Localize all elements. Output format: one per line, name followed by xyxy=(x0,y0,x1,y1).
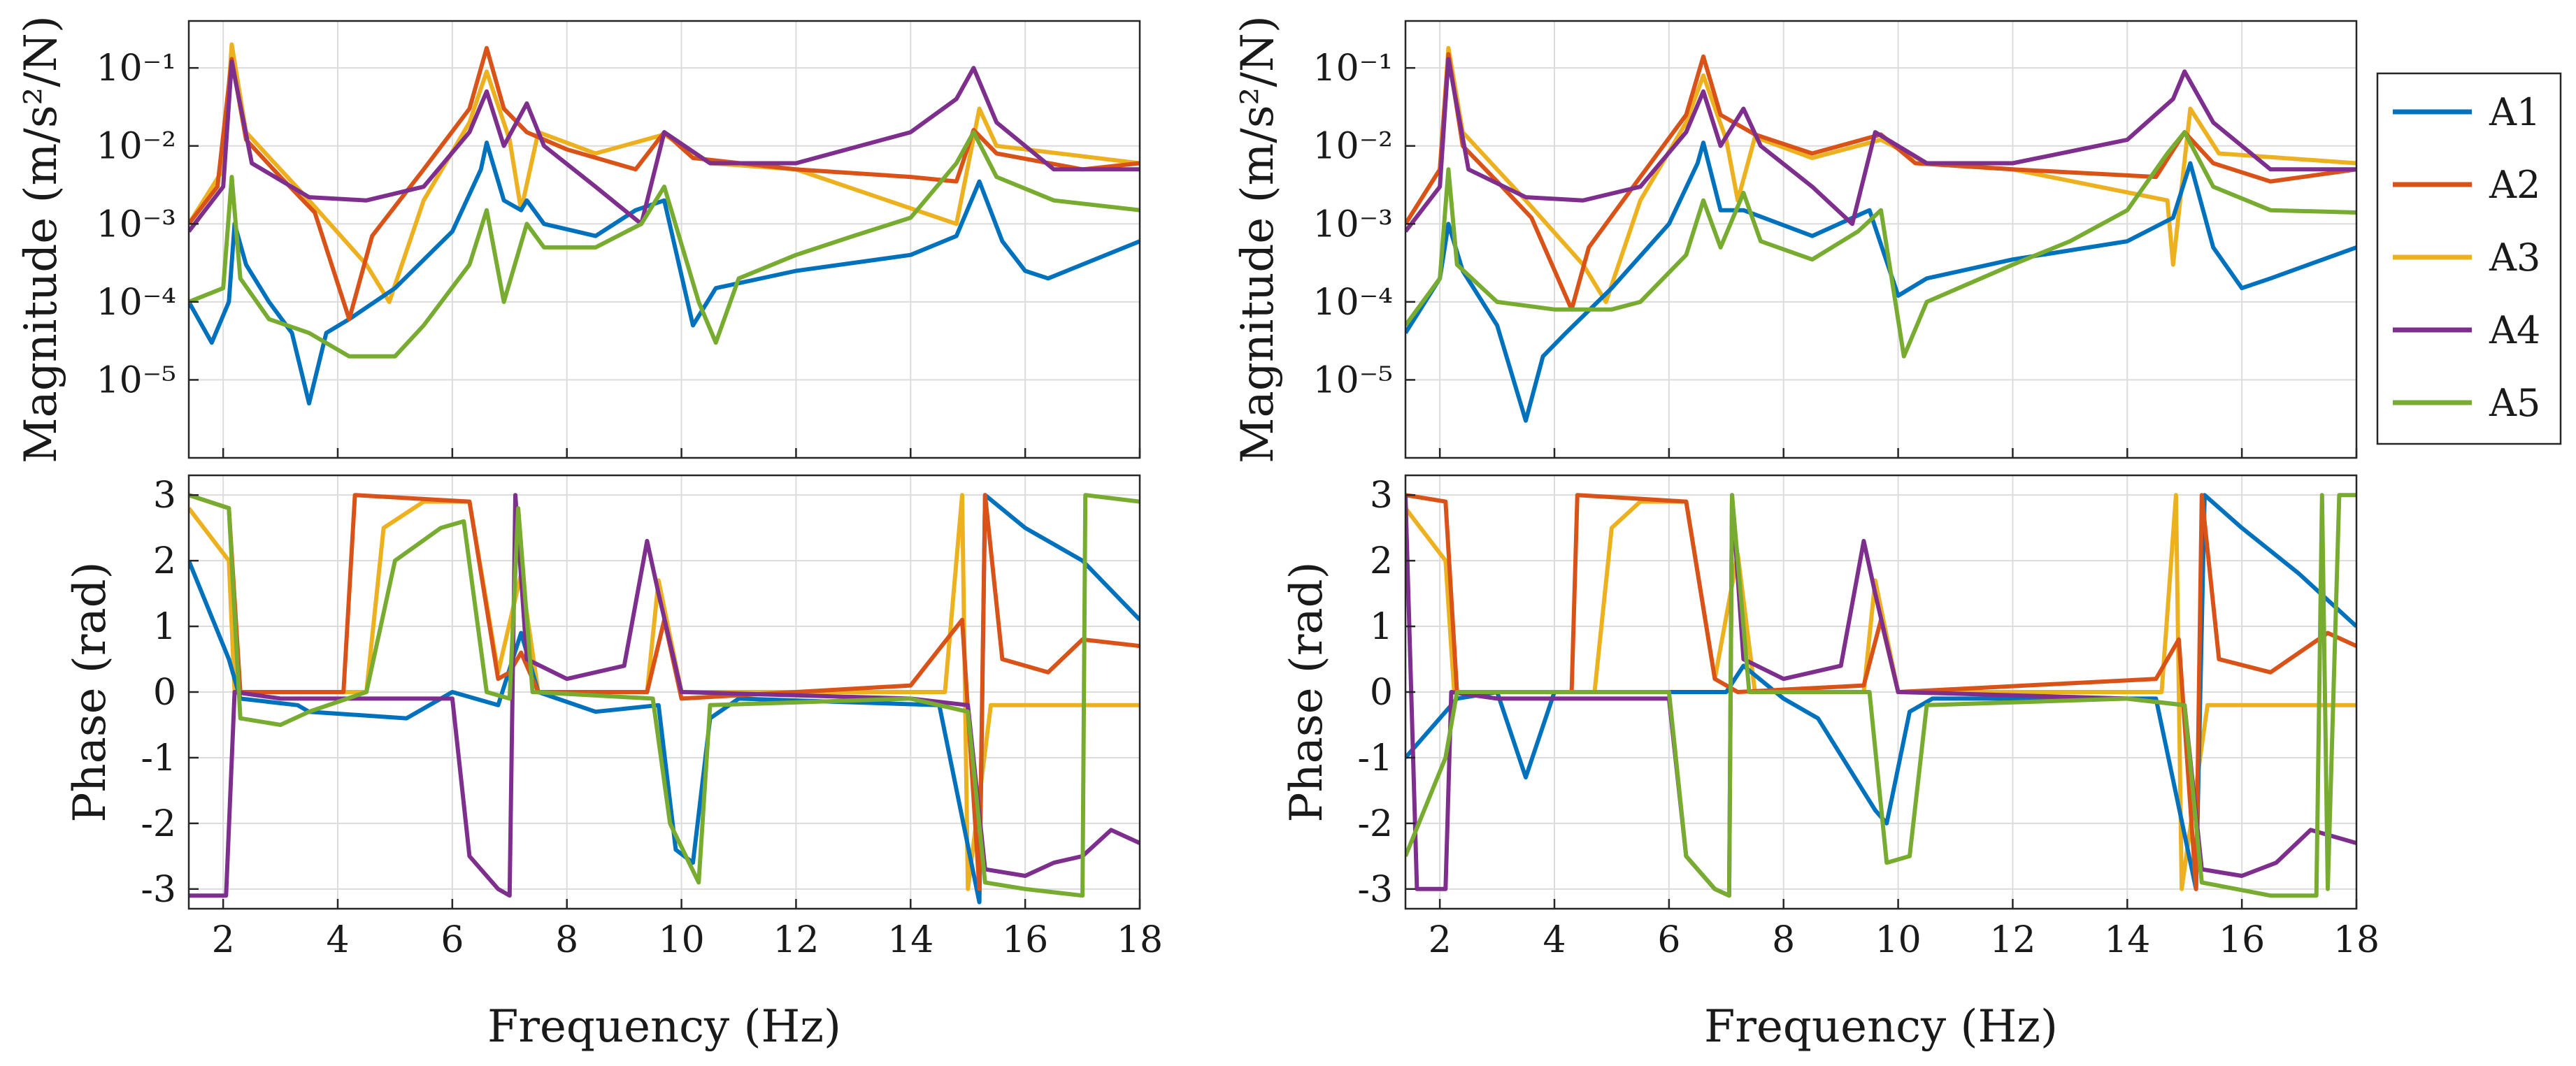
magnitude-axes xyxy=(189,21,1140,458)
legend-label-a3: A3 xyxy=(2489,236,2540,280)
x-tick-label: 4 xyxy=(326,919,349,961)
legend: A1 A2 A3 A4 A5 xyxy=(2376,72,2562,445)
phase-y-tick-label: -1 xyxy=(141,737,176,779)
magnitude-series xyxy=(189,42,1140,405)
x-tick-label: 14 xyxy=(887,919,933,961)
magnitude-line-a4 xyxy=(1405,57,2356,233)
phase-y-tick-label: 2 xyxy=(153,540,176,582)
magnitude-line-a3 xyxy=(189,42,1140,304)
legend-label-a2: A2 xyxy=(2489,163,2540,207)
mag-y-tick-label: 10⁻³ xyxy=(1313,203,1393,245)
x-tick-label: 14 xyxy=(2104,919,2150,961)
magnitude-line-a1 xyxy=(189,141,1140,405)
magnitude-frame xyxy=(1404,20,2358,459)
x-axis-label: Frequency (Hz) xyxy=(1704,1001,2058,1053)
mag-y-tick-label: 10⁻⁵ xyxy=(1313,359,1393,401)
magnitude-line-a4 xyxy=(189,59,1140,233)
mag-y-tick-label: 10⁻² xyxy=(96,126,176,168)
legend-label-a1: A1 xyxy=(2489,90,2540,134)
x-tick-label: 2 xyxy=(212,919,235,961)
magnitude-line-a5 xyxy=(1405,130,2356,359)
magnitude-line-a2 xyxy=(1405,52,2356,312)
phase-line-a5 xyxy=(1405,493,2356,898)
phase-y-tick-label: -3 xyxy=(1357,869,1393,911)
phase-y-tick-label: 1 xyxy=(153,606,176,648)
mag-y-tick-label: 10⁻¹ xyxy=(96,48,176,89)
x-axis-label: Frequency (Hz) xyxy=(487,1001,841,1053)
left-panel: 2 4 6 8 10 12 14 16 1810⁻⁵10⁻⁴10⁻³10⁻²10⁻¹-3-2-1… xyxy=(15,15,1163,1053)
phase-y-tick-label: -2 xyxy=(141,803,176,845)
legend-label-a5: A5 xyxy=(2489,381,2540,425)
x-tick-label: 12 xyxy=(1989,919,2035,961)
x-tick-label: 12 xyxy=(773,919,819,961)
phase-y-tick-label: 2 xyxy=(1370,540,1393,582)
x-tick-label: 10 xyxy=(658,919,704,961)
phase-y-tick-label: 0 xyxy=(153,672,176,714)
magnitude-line-a5 xyxy=(189,130,1140,359)
phase-y-tick-label: -1 xyxy=(1357,737,1393,779)
phase-axis-label: Phase (rad) xyxy=(1281,561,1333,822)
mag-y-tick-label: 10⁻⁴ xyxy=(1313,282,1393,324)
phase-series xyxy=(189,493,1140,905)
mag-y-tick-label: 10⁻⁴ xyxy=(96,282,176,324)
phase-line-a5 xyxy=(189,493,1140,898)
x-tick-label: 18 xyxy=(2333,919,2380,961)
legend-label-a4: A4 xyxy=(2489,308,2540,352)
phase-line-a4 xyxy=(189,493,1140,898)
magnitude-line-a3 xyxy=(1405,45,2356,304)
mag-y-tick-label: 10⁻¹ xyxy=(1313,48,1393,89)
x-tick-label: 16 xyxy=(2219,919,2265,961)
x-tick-label: 16 xyxy=(1002,919,1048,961)
x-tick-label: 6 xyxy=(441,919,464,961)
x-tick-label: 18 xyxy=(1117,919,1163,961)
magnitude-axis-label: Magnitude (m/s²/N) xyxy=(15,15,67,463)
right-panel: 2 4 6 8 10 12 14 16 1810⁻⁵10⁻⁴10⁻³10⁻²10⁻¹-3-2-1… xyxy=(1232,15,2380,1053)
x-tick-label: 8 xyxy=(555,919,578,961)
phase-line-a4 xyxy=(1405,493,2356,898)
mag-y-tick-label: 10⁻² xyxy=(1313,126,1393,168)
x-tick-label: 2 xyxy=(1429,919,1452,961)
phase-y-tick-label: 3 xyxy=(153,475,176,517)
mag-y-tick-label: 10⁻⁵ xyxy=(96,359,176,401)
phase-line-a2 xyxy=(189,493,1140,891)
phase-y-tick-label: 3 xyxy=(1370,475,1393,517)
phase-series xyxy=(1405,493,2356,898)
x-tick-label: 10 xyxy=(1875,919,1921,961)
magnitude-series xyxy=(1405,45,2356,423)
magnitude-frame xyxy=(187,20,1141,459)
phase-y-tick-label: 1 xyxy=(1370,606,1393,648)
magnitude-axis-label: Magnitude (m/s²/N) xyxy=(1232,15,1284,463)
magnitude-line-a1 xyxy=(1405,141,2356,423)
phase-y-tick-label: -2 xyxy=(1357,803,1393,845)
x-tick-label: 4 xyxy=(1543,919,1566,961)
phase-y-tick-label: -3 xyxy=(141,869,176,911)
mag-y-tick-label: 10⁻³ xyxy=(96,203,176,245)
phase-y-tick-label: 0 xyxy=(1370,672,1393,714)
x-tick-label: 6 xyxy=(1657,919,1680,961)
x-tick-label: 8 xyxy=(1772,919,1795,961)
phase-axis-label: Phase (rad) xyxy=(64,561,116,822)
